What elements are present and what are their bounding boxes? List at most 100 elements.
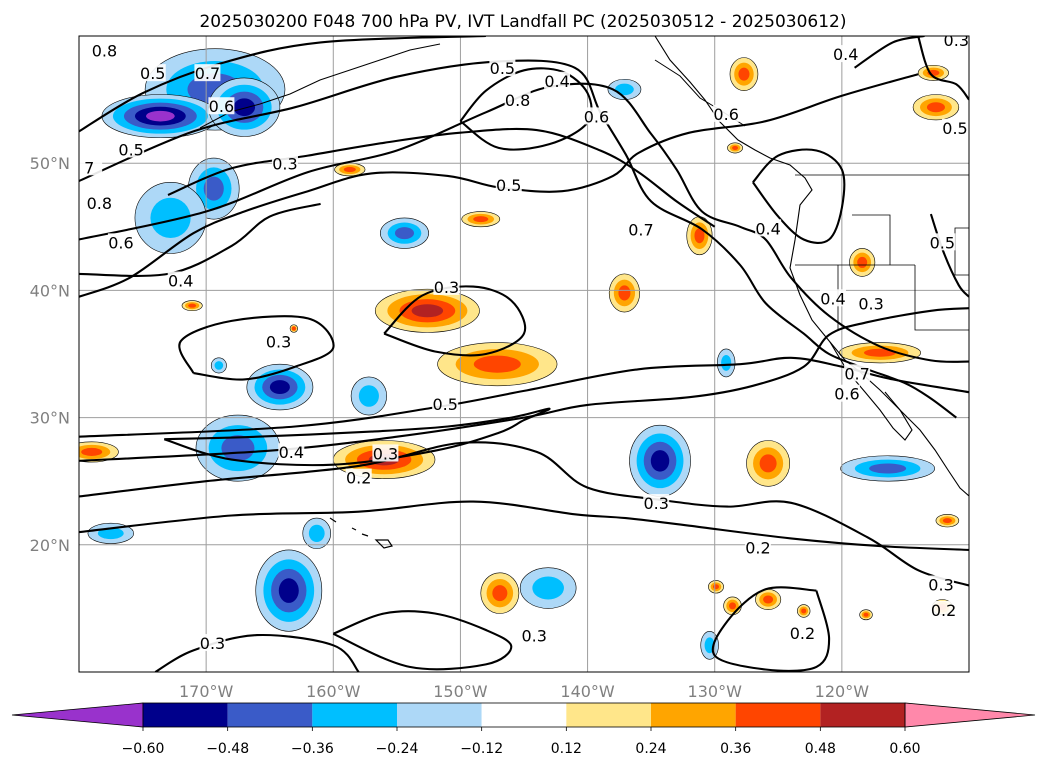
colorbar-tick-label: 0.48 [805, 741, 836, 757]
colorbar-band [312, 703, 397, 727]
contour-label-backdrop [943, 36, 969, 49]
contour-label: 0.3 [373, 444, 398, 463]
anomaly-patch [849, 248, 876, 277]
anomaly-patch [859, 609, 873, 621]
anomaly-patch [607, 78, 642, 100]
colorbar-band [566, 703, 651, 727]
pv-contour-0_3 [79, 441, 969, 587]
contour-label: 0.3 [272, 154, 297, 173]
contour-label: 0.3 [521, 626, 546, 645]
anomaly-patch [181, 300, 203, 312]
contour-label: 0.7 [195, 64, 220, 83]
lon-tick-labels: 170°W 160°W 150°W 140°W 130°W 120°W [179, 682, 869, 701]
contour-label: 0.2 [346, 469, 371, 488]
contour-label: 0.5 [118, 140, 143, 159]
coastline-north-america [654, 36, 969, 497]
pv-contour-0_2 [332, 610, 513, 671]
contour-label-backdrop [118, 140, 145, 158]
anomaly-shade [221, 435, 255, 462]
colorbar-tick-label: 0.60 [889, 741, 920, 757]
contour-label-backdrop [79, 158, 103, 176]
contour-label-backdrop [432, 394, 459, 412]
lon-tick-label: 130°W [688, 682, 743, 701]
anomaly-patch [437, 342, 558, 387]
anomaly-shade [857, 256, 868, 268]
anomaly-patch [629, 424, 691, 497]
map-frame [78, 35, 970, 673]
lat-tick-label: 40°N [30, 281, 70, 300]
contour-label: 0.3 [928, 576, 953, 595]
anomaly-shade [188, 303, 197, 308]
anomaly-patch [935, 513, 960, 528]
contour-label-backdrop [819, 289, 846, 307]
colorbar-tick-label: −0.48 [206, 741, 249, 757]
contour-label: 0.8 [505, 91, 530, 110]
colorbar-band [227, 703, 313, 727]
colorbar-tick-label: −0.60 [122, 741, 165, 757]
contour-label: 0.2 [745, 539, 770, 558]
pv-contour-0_3 [178, 315, 335, 381]
contour-label: 0.4 [820, 289, 845, 308]
contour-label-backdrop [489, 59, 516, 77]
anomaly-patch [195, 414, 281, 482]
contour-label-backdrop [789, 623, 816, 641]
lon-tick-label: 160°W [306, 682, 361, 701]
anomaly-shade [81, 447, 103, 456]
colorbar: −0.60 −0.48 −0.36 −0.24 −0.12 0.12 0.24 0.36 0.4… [11, 702, 1036, 757]
contour-label-backdrop [86, 193, 113, 211]
contour-label-backdrop [521, 626, 548, 644]
anomaly-shade [291, 326, 296, 331]
anomaly-shade [343, 167, 356, 173]
contour-label: 0.6 [584, 107, 609, 126]
anomaly-shade [492, 585, 508, 602]
anomaly-patch [917, 64, 949, 81]
colorbar-band [397, 703, 482, 727]
anomaly-shade [863, 612, 869, 617]
contour-label-backdrop [942, 118, 969, 136]
contour-label: 0.3 [944, 31, 969, 50]
anomaly-shade [97, 527, 124, 540]
contour-label: 0.5 [432, 395, 457, 414]
contour-label: 7 [84, 158, 94, 177]
anomaly-patch [289, 324, 298, 333]
anomaly-shade [146, 110, 175, 122]
anomaly-patch [374, 288, 480, 333]
pv-contour-0_5 [854, 36, 925, 69]
anomaly-patch [746, 440, 791, 487]
anomaly-shade [150, 197, 191, 239]
contour-label-backdrop [858, 294, 885, 312]
anomaly-patch [302, 517, 332, 549]
colorbar-tick-label: −0.24 [376, 741, 419, 757]
anomaly-patch [727, 142, 743, 154]
anomaly-shade [721, 354, 732, 371]
contour-label: 0.6 [713, 105, 738, 124]
contour-label-backdrop [271, 154, 298, 172]
anomaly-patch [708, 580, 724, 594]
contour-label-backdrop [194, 64, 221, 82]
pv-contour-0_4 [79, 202, 321, 277]
anomaly-patch [210, 357, 227, 374]
pv-contour-0_8 [459, 67, 593, 151]
anomaly-patch [840, 455, 935, 482]
anomaly-patch [755, 589, 782, 610]
contour-label-backdrop [91, 41, 118, 59]
contour-label: 0.6 [209, 97, 234, 116]
contour-label: 0.5 [140, 64, 165, 83]
anomaly-patch [700, 630, 719, 660]
anomaly-patch [686, 216, 713, 256]
colorbar-tick-label: −0.36 [291, 741, 334, 757]
contour-label-backdrop [495, 176, 522, 194]
contour-label-backdrop [929, 233, 956, 251]
contour-label: 0.4 [168, 271, 193, 290]
contour-label-backdrop [928, 575, 955, 593]
anomaly-shade [618, 285, 631, 301]
contour-label-backdrop [265, 332, 292, 350]
anomaly-shade [738, 67, 750, 81]
contour-label: 0.4 [833, 45, 858, 64]
pv-contour-0_3 [383, 285, 527, 357]
anomaly-shade [278, 578, 299, 603]
lon-tick-label: 150°W [433, 682, 488, 701]
pv-contour-labels: 0.8 0.5 0.5 0.4 0.8 0.6 0.5 0.3 0.5 0.8 0.6 0.7 0.4 0… [79, 31, 969, 653]
contour-label-backdrop [627, 220, 654, 238]
anomaly-patch [461, 211, 501, 228]
